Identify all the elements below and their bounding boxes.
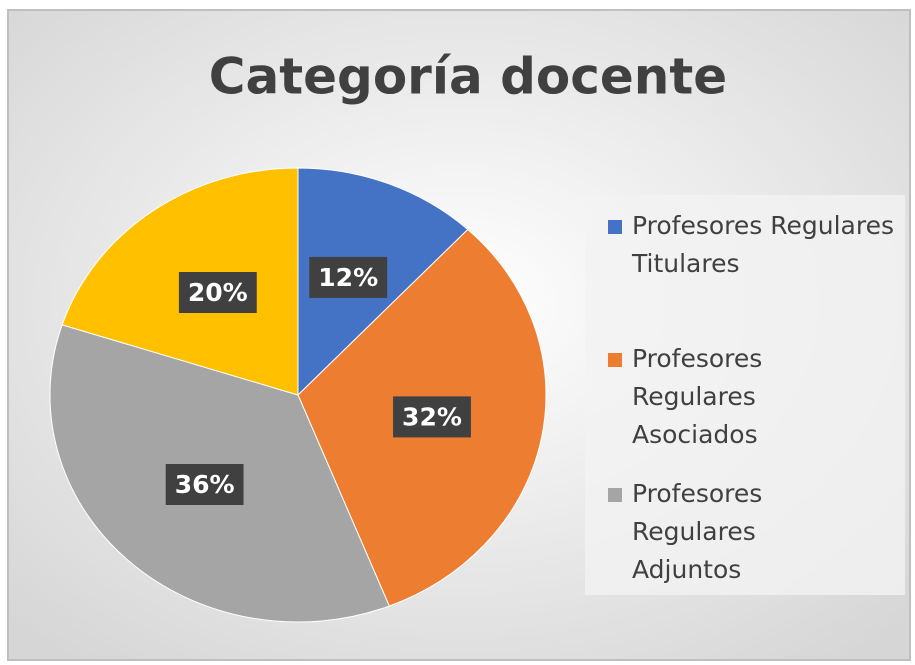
legend-entry: Profesores Regulares Asociados: [608, 340, 812, 454]
data-label-box: [393, 396, 471, 438]
data-label: 12%: [318, 263, 378, 292]
legend-swatch: [608, 220, 622, 234]
legend-entry: Profesores Regulares Adjuntos: [608, 475, 812, 589]
legend-entry: Profesores Regulares Titulares: [608, 207, 902, 283]
data-label-box: [309, 256, 388, 298]
legend-box: [585, 195, 905, 595]
legend-label: Profesores Regulares Asociados: [632, 344, 763, 449]
legend-label: Profesores Regulares Adjuntos: [632, 479, 763, 584]
legend-swatch: [608, 488, 622, 502]
data-label: 20%: [188, 278, 248, 307]
data-label: 36%: [175, 470, 235, 499]
data-label-box: [165, 464, 244, 506]
legend-swatch: [608, 353, 622, 367]
data-label-box: [178, 271, 257, 313]
data-label: 32%: [402, 402, 462, 431]
legend-label: Profesores Regulares Titulares: [632, 211, 894, 278]
chart-title: Categoría docente: [209, 48, 727, 106]
